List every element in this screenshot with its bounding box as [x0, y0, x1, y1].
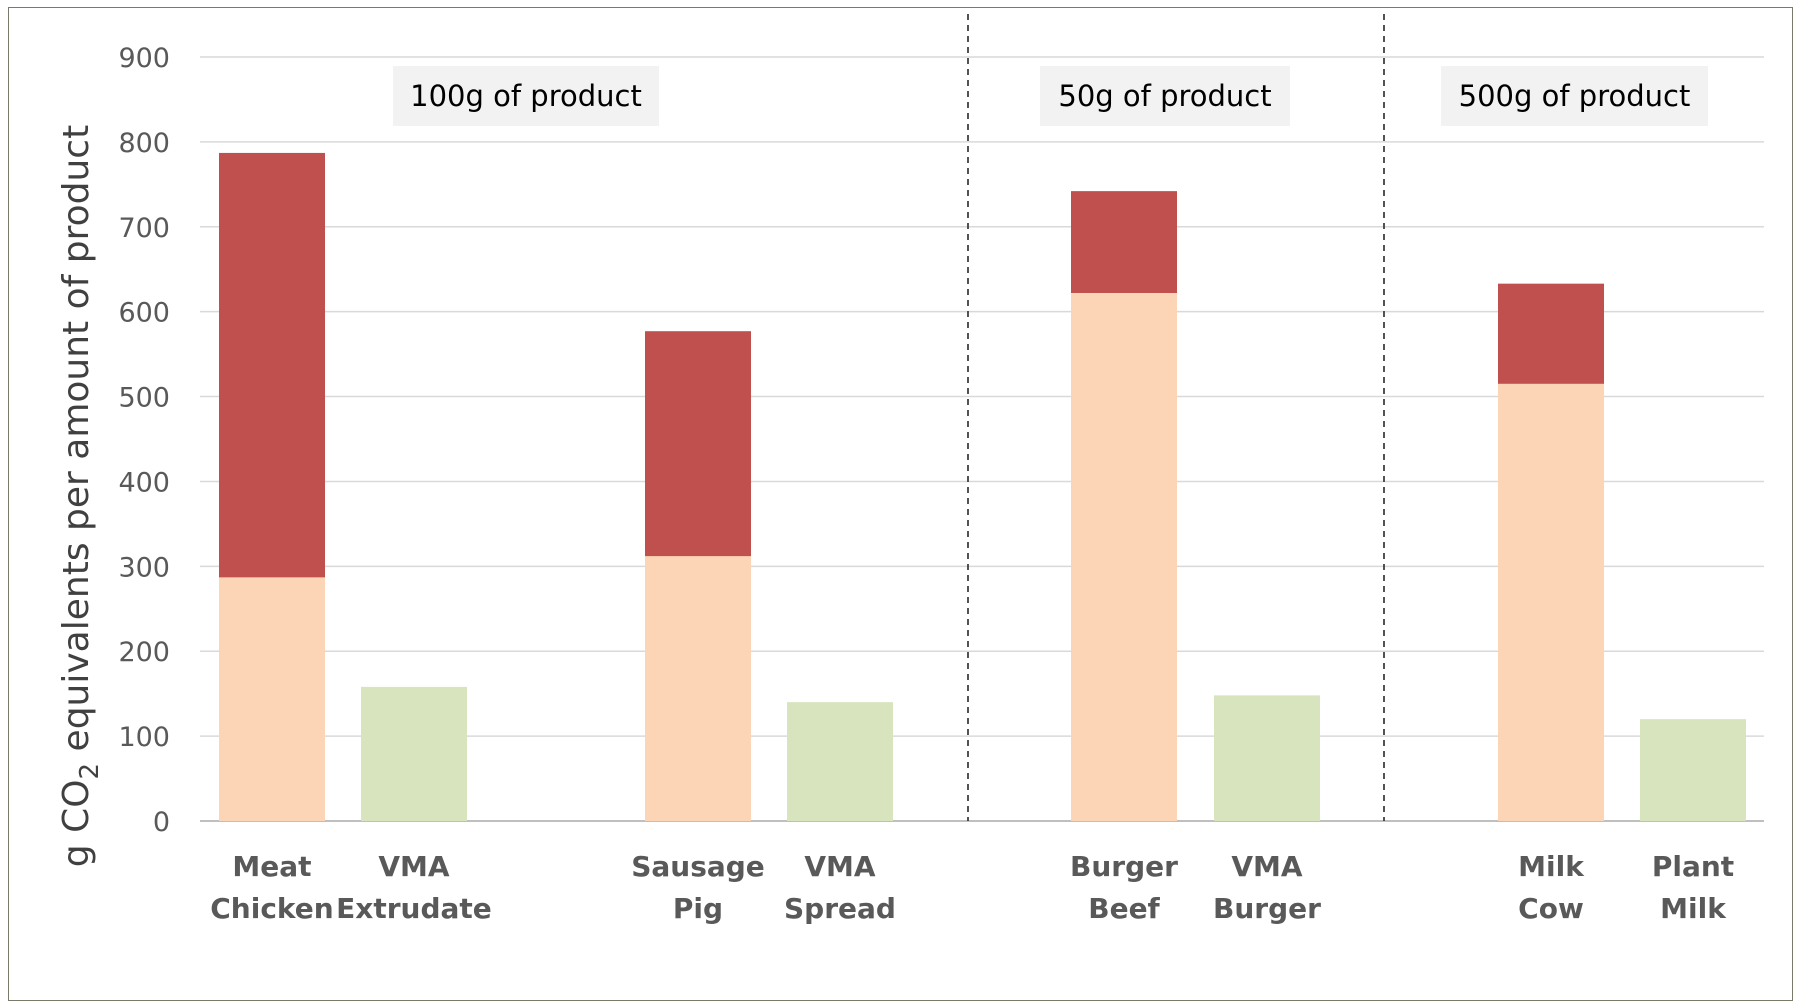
- category-label-line2: Chicken: [210, 892, 333, 925]
- group-label: 500g of product: [1459, 79, 1691, 113]
- bars: [219, 152, 1746, 822]
- bar-segment-series1-cat7: [1498, 383, 1604, 821]
- y-tick-label: 100: [118, 722, 170, 753]
- bar-segment-series3-cat8: [1640, 719, 1746, 821]
- category-label-line1: VMA: [378, 850, 450, 883]
- category-labels: Meat Chicken VMA Extrudate Sausage Pig VMA Spre…: [210, 850, 1734, 925]
- category-label-line1: Milk: [1518, 850, 1585, 883]
- y-tick-label: 0: [153, 807, 170, 838]
- bar-segment-series3-cat2: [361, 686, 467, 821]
- category-label-line2: Burger: [1213, 892, 1321, 925]
- group-labels: 100g of product 50g of product 500g of pro…: [393, 66, 1708, 126]
- category-label-line2: Cow: [1518, 892, 1584, 925]
- y-axis-title-subscript: 2: [75, 763, 105, 780]
- group-dividers: [967, 14, 1385, 821]
- category-label-line2: Beef: [1088, 892, 1160, 925]
- y-tick-label: 900: [118, 43, 170, 74]
- category-label-line1: Sausage: [631, 850, 765, 883]
- y-axis: 0 100 200 300 400 500 600 700 800 900: [118, 43, 170, 838]
- y-tick-label: 300: [118, 552, 170, 583]
- bar-segment-series2-cat3: [645, 331, 751, 557]
- y-axis-title-prefix: g CO: [56, 779, 97, 867]
- category-label-line1: VMA: [1231, 850, 1303, 883]
- bar-segment-series2-cat7: [1498, 283, 1604, 384]
- y-tick-label: 600: [118, 298, 170, 329]
- bar-segment-series1-cat1: [219, 577, 325, 821]
- y-tick-label: 400: [118, 467, 170, 498]
- group-label-box: [1040, 66, 1290, 126]
- bar-segment-series1-cat3: [645, 556, 751, 821]
- bar-segment-series1-cat5: [1071, 292, 1177, 822]
- bar-segment-series2-cat5: [1071, 191, 1177, 293]
- category-label-line1: Burger: [1070, 850, 1178, 883]
- y-tick-label: 800: [118, 128, 170, 159]
- category-label-line1: VMA: [804, 850, 876, 883]
- bar-segment-series3-cat4: [787, 702, 893, 821]
- category-label-line2: Milk: [1660, 892, 1727, 925]
- y-tick-label: 200: [118, 637, 170, 668]
- y-tick-label: 700: [118, 213, 170, 244]
- group-label: 100g of product: [410, 79, 642, 113]
- group-label-box: [1441, 66, 1708, 126]
- category-label-line2: Pig: [673, 892, 723, 925]
- y-axis-title-suffix: equivalents per amount of product: [56, 125, 97, 763]
- y-tick-label: 500: [118, 383, 170, 414]
- group-label: 50g of product: [1058, 79, 1271, 113]
- bar-segment-series2-cat1: [219, 152, 325, 578]
- category-label-line2: Extrudate: [336, 892, 492, 925]
- category-label-line2: Spread: [784, 892, 896, 925]
- category-label-line1: Plant: [1652, 850, 1734, 883]
- y-axis-title: g CO2 equivalents per amount of product: [56, 125, 105, 867]
- bar-segment-series3-cat6: [1214, 695, 1320, 821]
- category-label-line1: Meat: [232, 850, 311, 883]
- group-label-box: [393, 66, 659, 126]
